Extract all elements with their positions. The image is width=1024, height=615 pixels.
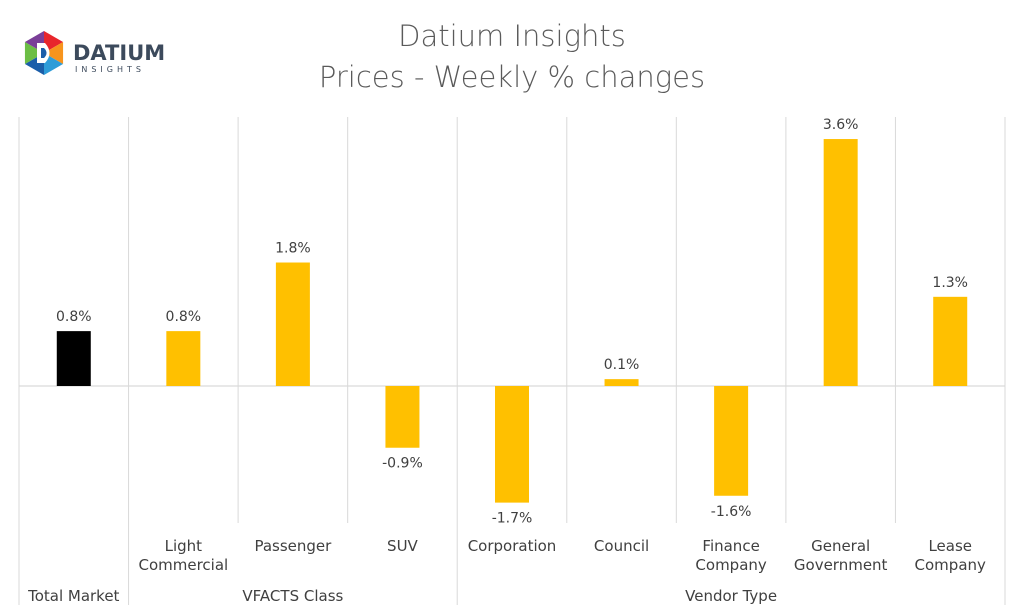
category-label: Lease xyxy=(928,537,972,555)
data-labels: 0.8% 0.8% 1.8% -0.9% -1.7% 0.1% -1.6% 3.6% 1.3% xyxy=(56,117,968,527)
category-label: Total Market xyxy=(27,587,119,605)
bar xyxy=(604,379,639,386)
logo-facet xyxy=(44,31,64,53)
data-label: -0.9% xyxy=(382,456,423,472)
datium-logo: DATIUM INSIGHTS xyxy=(24,31,165,75)
bar xyxy=(823,139,858,386)
data-label: 0.1% xyxy=(604,357,640,373)
group-labels: VFACTS Class Vendor Type xyxy=(242,587,777,605)
data-label: 0.8% xyxy=(166,309,202,325)
bar xyxy=(385,386,420,448)
data-label: 0.8% xyxy=(56,309,92,325)
category-dividers xyxy=(18,117,1006,605)
logo-wordmark: DATIUM xyxy=(73,41,165,65)
category-label: Commercial xyxy=(138,556,228,574)
category-label: Light xyxy=(165,537,203,555)
chart-subtitle: Prices - Weekly % changes xyxy=(319,60,705,94)
data-label: -1.6% xyxy=(711,504,752,520)
logo-subtitle: INSIGHTS xyxy=(75,65,145,74)
category-label: Passenger xyxy=(254,537,332,555)
chart-title: Datium Insights xyxy=(398,19,626,53)
category-label: Council xyxy=(594,537,649,555)
data-label: -1.7% xyxy=(492,511,533,527)
group-label: Vendor Type xyxy=(685,587,777,605)
category-label: Company xyxy=(695,556,766,574)
group-label: VFACTS Class xyxy=(242,587,343,605)
datium-logo-mark-icon xyxy=(24,31,64,75)
bar xyxy=(166,331,201,386)
category-label: Government xyxy=(794,556,888,574)
logo-letter-d-hole xyxy=(41,48,47,58)
category-label: Company xyxy=(915,556,986,574)
bars xyxy=(56,139,968,503)
category-label: SUV xyxy=(387,537,419,555)
category-label: Finance xyxy=(702,537,759,555)
bar xyxy=(56,331,91,386)
bar xyxy=(933,296,968,386)
logo-facet xyxy=(44,53,64,75)
data-label: 1.3% xyxy=(932,275,968,291)
category-label: Corporation xyxy=(468,537,557,555)
data-label: 1.8% xyxy=(275,241,311,257)
logo-facet xyxy=(24,42,44,64)
category-label: General xyxy=(811,537,870,555)
bar xyxy=(495,386,529,503)
bar xyxy=(275,262,310,386)
logo-facet xyxy=(44,42,64,64)
data-label: 3.6% xyxy=(823,117,859,133)
bar xyxy=(714,386,749,496)
